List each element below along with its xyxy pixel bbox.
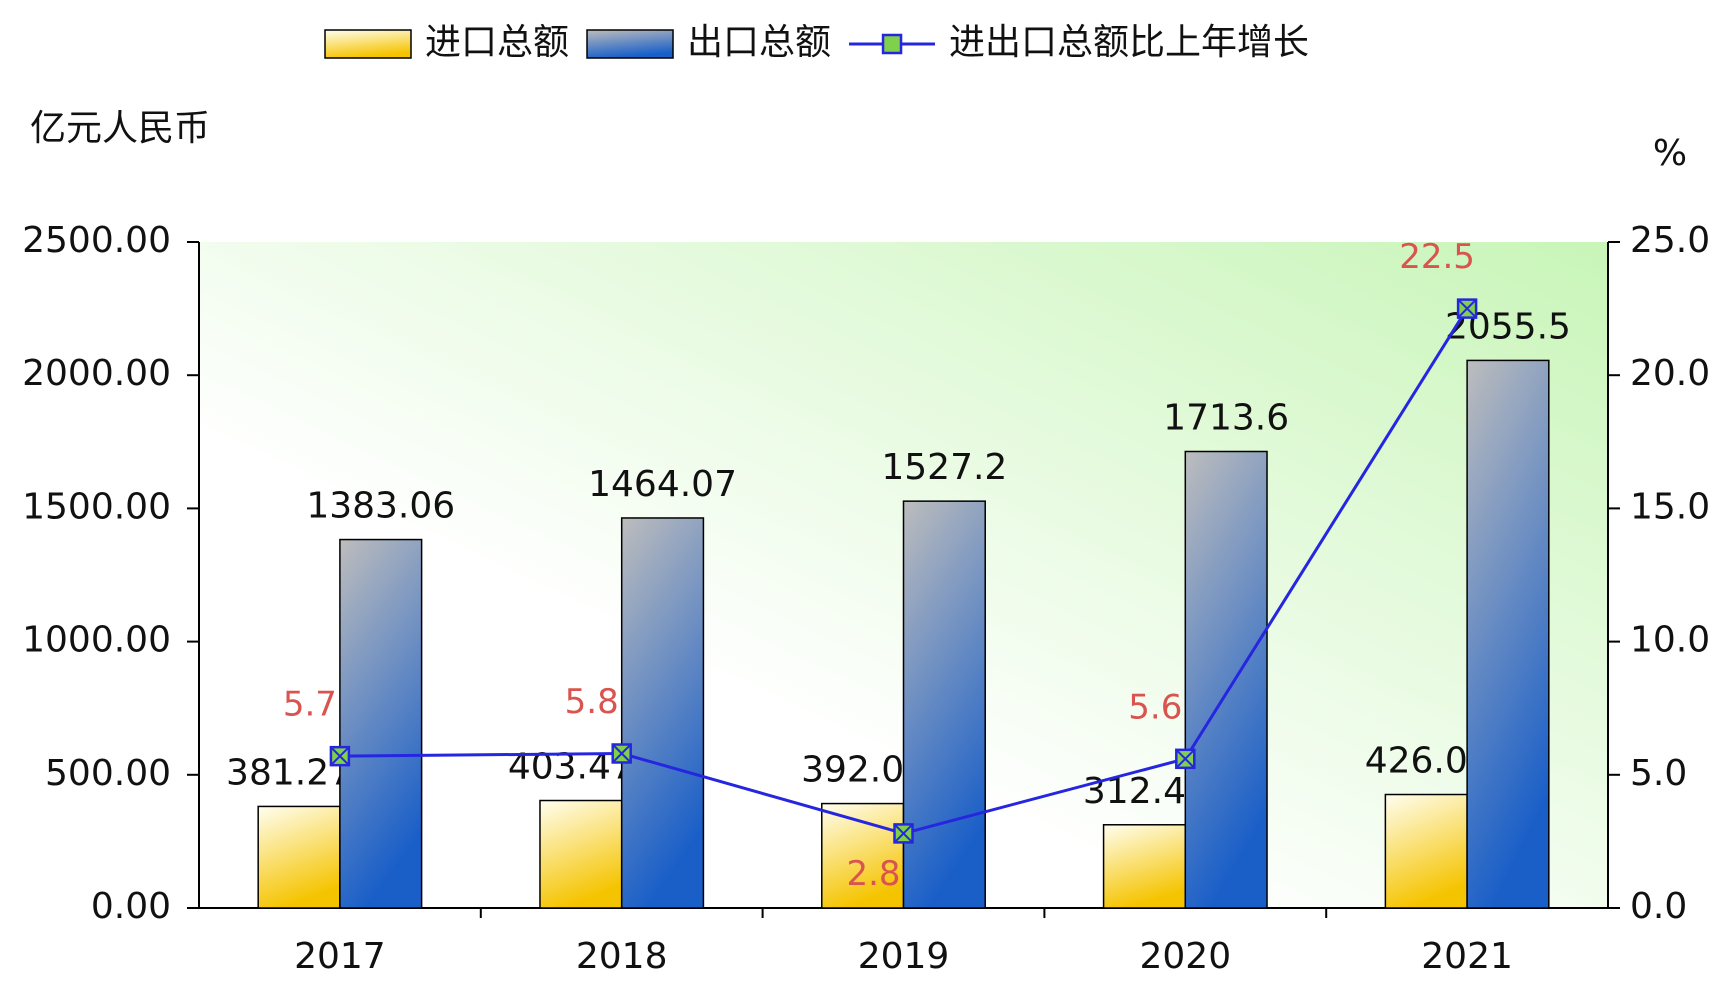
marker-cross: [1457, 298, 1477, 319]
y-tick-label: 2500.00: [22, 220, 171, 261]
line-marker: [329, 745, 351, 767]
legend-label: 进出口总额比上年增长: [949, 22, 1309, 63]
y2-tick-label: 25.0: [1630, 220, 1710, 261]
y-tick-label: 2000.00: [22, 353, 171, 394]
data-label: 312.4: [1083, 771, 1186, 812]
bar: [1184, 450, 1268, 909]
line-data-label: 22.5: [1399, 237, 1475, 277]
data-label: 1464.07: [588, 464, 737, 505]
y2-tick-label: 15.0: [1630, 486, 1710, 527]
y2-tick-label: 0.0: [1630, 886, 1687, 927]
legend-marker: [881, 33, 903, 55]
y-tick-label: 500.00: [45, 753, 171, 794]
y-tick-label: 0.00: [91, 886, 171, 927]
bar: [1102, 824, 1187, 909]
bar: [539, 799, 623, 909]
y-axis-label: 亿元人民币: [30, 108, 210, 149]
marker-cross: [1175, 749, 1196, 769]
data-label: 426.0: [1365, 741, 1468, 782]
marker-cross: [893, 823, 914, 844]
marker-cross: [611, 743, 632, 764]
y2-axis-label: %: [1653, 133, 1687, 174]
y-tick-label: 1000.00: [22, 620, 171, 661]
line-data-label: 5.8: [565, 682, 619, 722]
line-marker: [1456, 298, 1478, 319]
bar: [339, 538, 423, 909]
marker-cross: [330, 746, 350, 766]
legend-swatch: [586, 29, 674, 59]
legend: 进口总额 出口总额 进出口总额比上年增长: [324, 22, 1309, 63]
bar: [1466, 359, 1550, 909]
legend-label: 出口总额: [687, 22, 831, 63]
legend-label: 进口总额: [425, 22, 569, 63]
bar: [620, 517, 705, 909]
bar: [902, 500, 986, 909]
line-marker: [611, 743, 632, 764]
legend-swatch: [324, 29, 412, 59]
line-data-label: 5.6: [1128, 687, 1182, 727]
data-label: 1383.06: [306, 486, 455, 527]
bar: [257, 805, 341, 909]
data-label: 392.0: [801, 750, 904, 791]
y2-tick-label: 20.0: [1630, 353, 1710, 394]
y-tick-label: 1500.00: [22, 486, 171, 527]
y2-tick-label: 10.0: [1630, 620, 1710, 661]
data-label: 1713.6: [1163, 397, 1289, 438]
line-data-label: 5.7: [283, 685, 337, 725]
line-data-label: 2.8: [846, 854, 900, 894]
x-tick-label: 2017: [294, 936, 386, 977]
x-tick-label: 2018: [576, 936, 668, 977]
x-tick-label: 2021: [1421, 936, 1513, 977]
y2-tick-label: 5.0: [1630, 753, 1687, 794]
x-tick-label: 2020: [1139, 936, 1231, 977]
line-marker: [893, 823, 914, 844]
x-tick-label: 2019: [858, 936, 950, 977]
line-marker: [1175, 748, 1196, 770]
bar: [1384, 793, 1468, 909]
data-label: 1527.2: [881, 447, 1007, 488]
